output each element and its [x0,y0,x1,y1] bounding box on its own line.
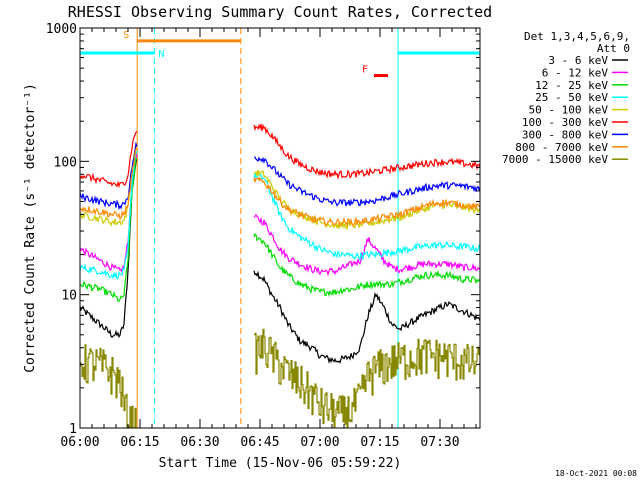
legend-header: Att 0 [597,42,630,55]
plot-clipped: S N F [80,28,480,428]
x-tick-label: 07:15 [360,435,399,450]
flag-label: F [362,65,368,76]
x-tick-label: 06:45 [240,435,279,450]
y-axis-label: Corrected Count Rate (s⁻¹ detector⁻¹) [23,83,38,373]
series-line [80,157,480,303]
legend-header: Det 1,3,4,5,6,9, [524,30,630,43]
series-line [80,141,480,211]
series-line [80,142,480,230]
series-line [80,148,480,228]
legend-entry-label: 7000 - 15000 keV [502,153,608,166]
y-tick-label: 10 [61,289,77,304]
plot-frame [79,27,481,429]
x-tick-label: 06:30 [180,435,219,450]
legend-entry-label: 300 - 800 keV [522,128,608,141]
legend-entry-label: 50 - 100 keV [529,104,609,117]
legend-entry-label: 25 - 50 keV [535,91,608,104]
legend-entry-label: 12 - 25 keV [535,79,608,92]
legend-entry-label: 6 - 12 keV [542,66,609,79]
legend-entry-label: 100 - 300 keV [522,116,608,129]
legend-entry-label: 3 - 6 keV [548,54,608,67]
flag-label: N [158,49,164,60]
series-line [80,150,480,280]
series-line [80,153,480,277]
legend-entry-label: 800 - 7000 keV [515,141,608,154]
flag-label: S [123,30,129,41]
x-tick-label: 07:30 [420,435,459,450]
y-tick-label: 1000 [46,22,77,37]
series-line [80,123,480,189]
x-tick-label: 06:00 [60,435,99,450]
chart-title: RHESSI Observing Summary Count Rates, Co… [68,3,492,21]
footer-timestamp: 18-Oct-2021 00:08 [555,469,637,478]
plot-area: S N F 1 10 100 1000 06:00 06:15 06:30 06:45 07:00 07… [46,22,480,450]
y-tick-label: 100 [54,155,77,170]
x-tick-label: 06:15 [120,435,159,450]
x-axis-label: Start Time (15-Nov-06 05:59:22) [159,456,402,471]
x-tick-label: 07:00 [300,435,339,450]
series-line [80,158,480,364]
series-line [80,328,480,428]
y-tick-label: 1 [69,422,77,437]
